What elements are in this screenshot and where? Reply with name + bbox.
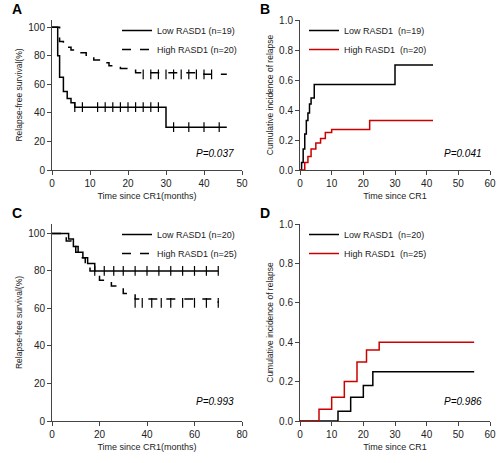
- svg-text:0: 0: [39, 416, 45, 427]
- svg-text:High RASD1 (n=25): High RASD1 (n=25): [344, 249, 426, 259]
- svg-text:30: 30: [389, 429, 401, 440]
- svg-text:Time since CR1: Time since CR1: [363, 191, 427, 201]
- svg-text:Time since CR1(months): Time since CR1(months): [97, 442, 196, 452]
- svg-text:60: 60: [34, 79, 46, 90]
- svg-text:60: 60: [484, 429, 496, 440]
- svg-text:0.2: 0.2: [279, 376, 293, 387]
- svg-text:40: 40: [141, 429, 153, 440]
- svg-text:40: 40: [34, 107, 46, 118]
- svg-text:C: C: [12, 205, 22, 221]
- svg-text:0: 0: [49, 429, 55, 440]
- svg-text:1.0: 1.0: [279, 15, 293, 26]
- svg-text:60: 60: [484, 178, 496, 189]
- svg-text:80: 80: [236, 429, 248, 440]
- svg-text:0.6: 0.6: [279, 75, 293, 86]
- svg-text:60: 60: [189, 429, 201, 440]
- svg-text:Relapse-free survival(%): Relapse-free survival(%): [14, 48, 24, 141]
- svg-text:P=0.041: P=0.041: [444, 148, 482, 159]
- svg-text:80: 80: [34, 265, 46, 276]
- svg-text:Cumulative incidence of relaps: Cumulative incidence of relapse: [265, 34, 275, 155]
- svg-text:0.4: 0.4: [279, 105, 293, 116]
- svg-text:High RASD1 (n=20): High RASD1 (n=20): [157, 45, 237, 55]
- svg-text:0: 0: [39, 165, 45, 176]
- svg-text:0.6: 0.6: [279, 297, 293, 308]
- svg-text:20: 20: [34, 136, 46, 147]
- svg-text:Low RASD1 (n=20): Low RASD1 (n=20): [157, 230, 235, 240]
- svg-text:40: 40: [34, 340, 46, 351]
- svg-text:0: 0: [49, 178, 55, 189]
- svg-text:40: 40: [421, 178, 433, 189]
- svg-text:0.0: 0.0: [279, 165, 293, 176]
- svg-text:50: 50: [453, 178, 465, 189]
- svg-text:0.2: 0.2: [279, 135, 293, 146]
- svg-text:D: D: [260, 205, 270, 221]
- svg-text:20: 20: [358, 429, 370, 440]
- svg-text:40: 40: [421, 429, 433, 440]
- svg-text:P=0.993: P=0.993: [196, 396, 234, 407]
- svg-text:50: 50: [236, 178, 248, 189]
- svg-text:50: 50: [453, 429, 465, 440]
- svg-text:Low RASD1 (n=20): Low RASD1 (n=20): [344, 230, 424, 240]
- svg-text:0.4: 0.4: [279, 337, 293, 348]
- svg-text:1.0: 1.0: [279, 219, 293, 230]
- svg-text:0.8: 0.8: [279, 258, 293, 269]
- svg-text:10: 10: [326, 429, 338, 440]
- svg-text:100: 100: [28, 22, 45, 33]
- svg-text:High RASD1 (n=25): High RASD1 (n=25): [157, 249, 237, 259]
- svg-text:0: 0: [297, 429, 303, 440]
- svg-text:80: 80: [34, 50, 46, 61]
- svg-text:B: B: [260, 1, 270, 17]
- svg-text:20: 20: [358, 178, 370, 189]
- svg-text:10: 10: [84, 178, 96, 189]
- svg-text:60: 60: [34, 303, 46, 314]
- svg-text:30: 30: [160, 178, 172, 189]
- svg-text:P=0.986: P=0.986: [444, 396, 482, 407]
- svg-text:100: 100: [28, 228, 45, 239]
- svg-text:Low RASD1 (n=19): Low RASD1 (n=19): [157, 26, 235, 36]
- svg-text:Time since CR1(months): Time since CR1(months): [97, 191, 196, 201]
- svg-text:A: A: [12, 1, 22, 17]
- svg-text:Low RASD1 (n=19): Low RASD1 (n=19): [344, 26, 424, 36]
- svg-text:0.0: 0.0: [279, 416, 293, 427]
- svg-text:P=0.037: P=0.037: [196, 148, 234, 159]
- svg-text:40: 40: [198, 178, 210, 189]
- svg-text:High RASD1 (n=20): High RASD1 (n=20): [344, 45, 426, 55]
- svg-text:30: 30: [389, 178, 401, 189]
- svg-text:Cumulative incidence of relaps: Cumulative incidence of relapse: [265, 262, 275, 383]
- svg-text:20: 20: [94, 429, 106, 440]
- svg-text:Relapse-free survival(%): Relapse-free survival(%): [14, 276, 24, 369]
- svg-text:0: 0: [297, 178, 303, 189]
- svg-text:20: 20: [122, 178, 134, 189]
- svg-text:Time since CR1: Time since CR1: [363, 442, 427, 452]
- svg-text:20: 20: [34, 378, 46, 389]
- svg-text:10: 10: [326, 178, 338, 189]
- svg-text:0.8: 0.8: [279, 45, 293, 56]
